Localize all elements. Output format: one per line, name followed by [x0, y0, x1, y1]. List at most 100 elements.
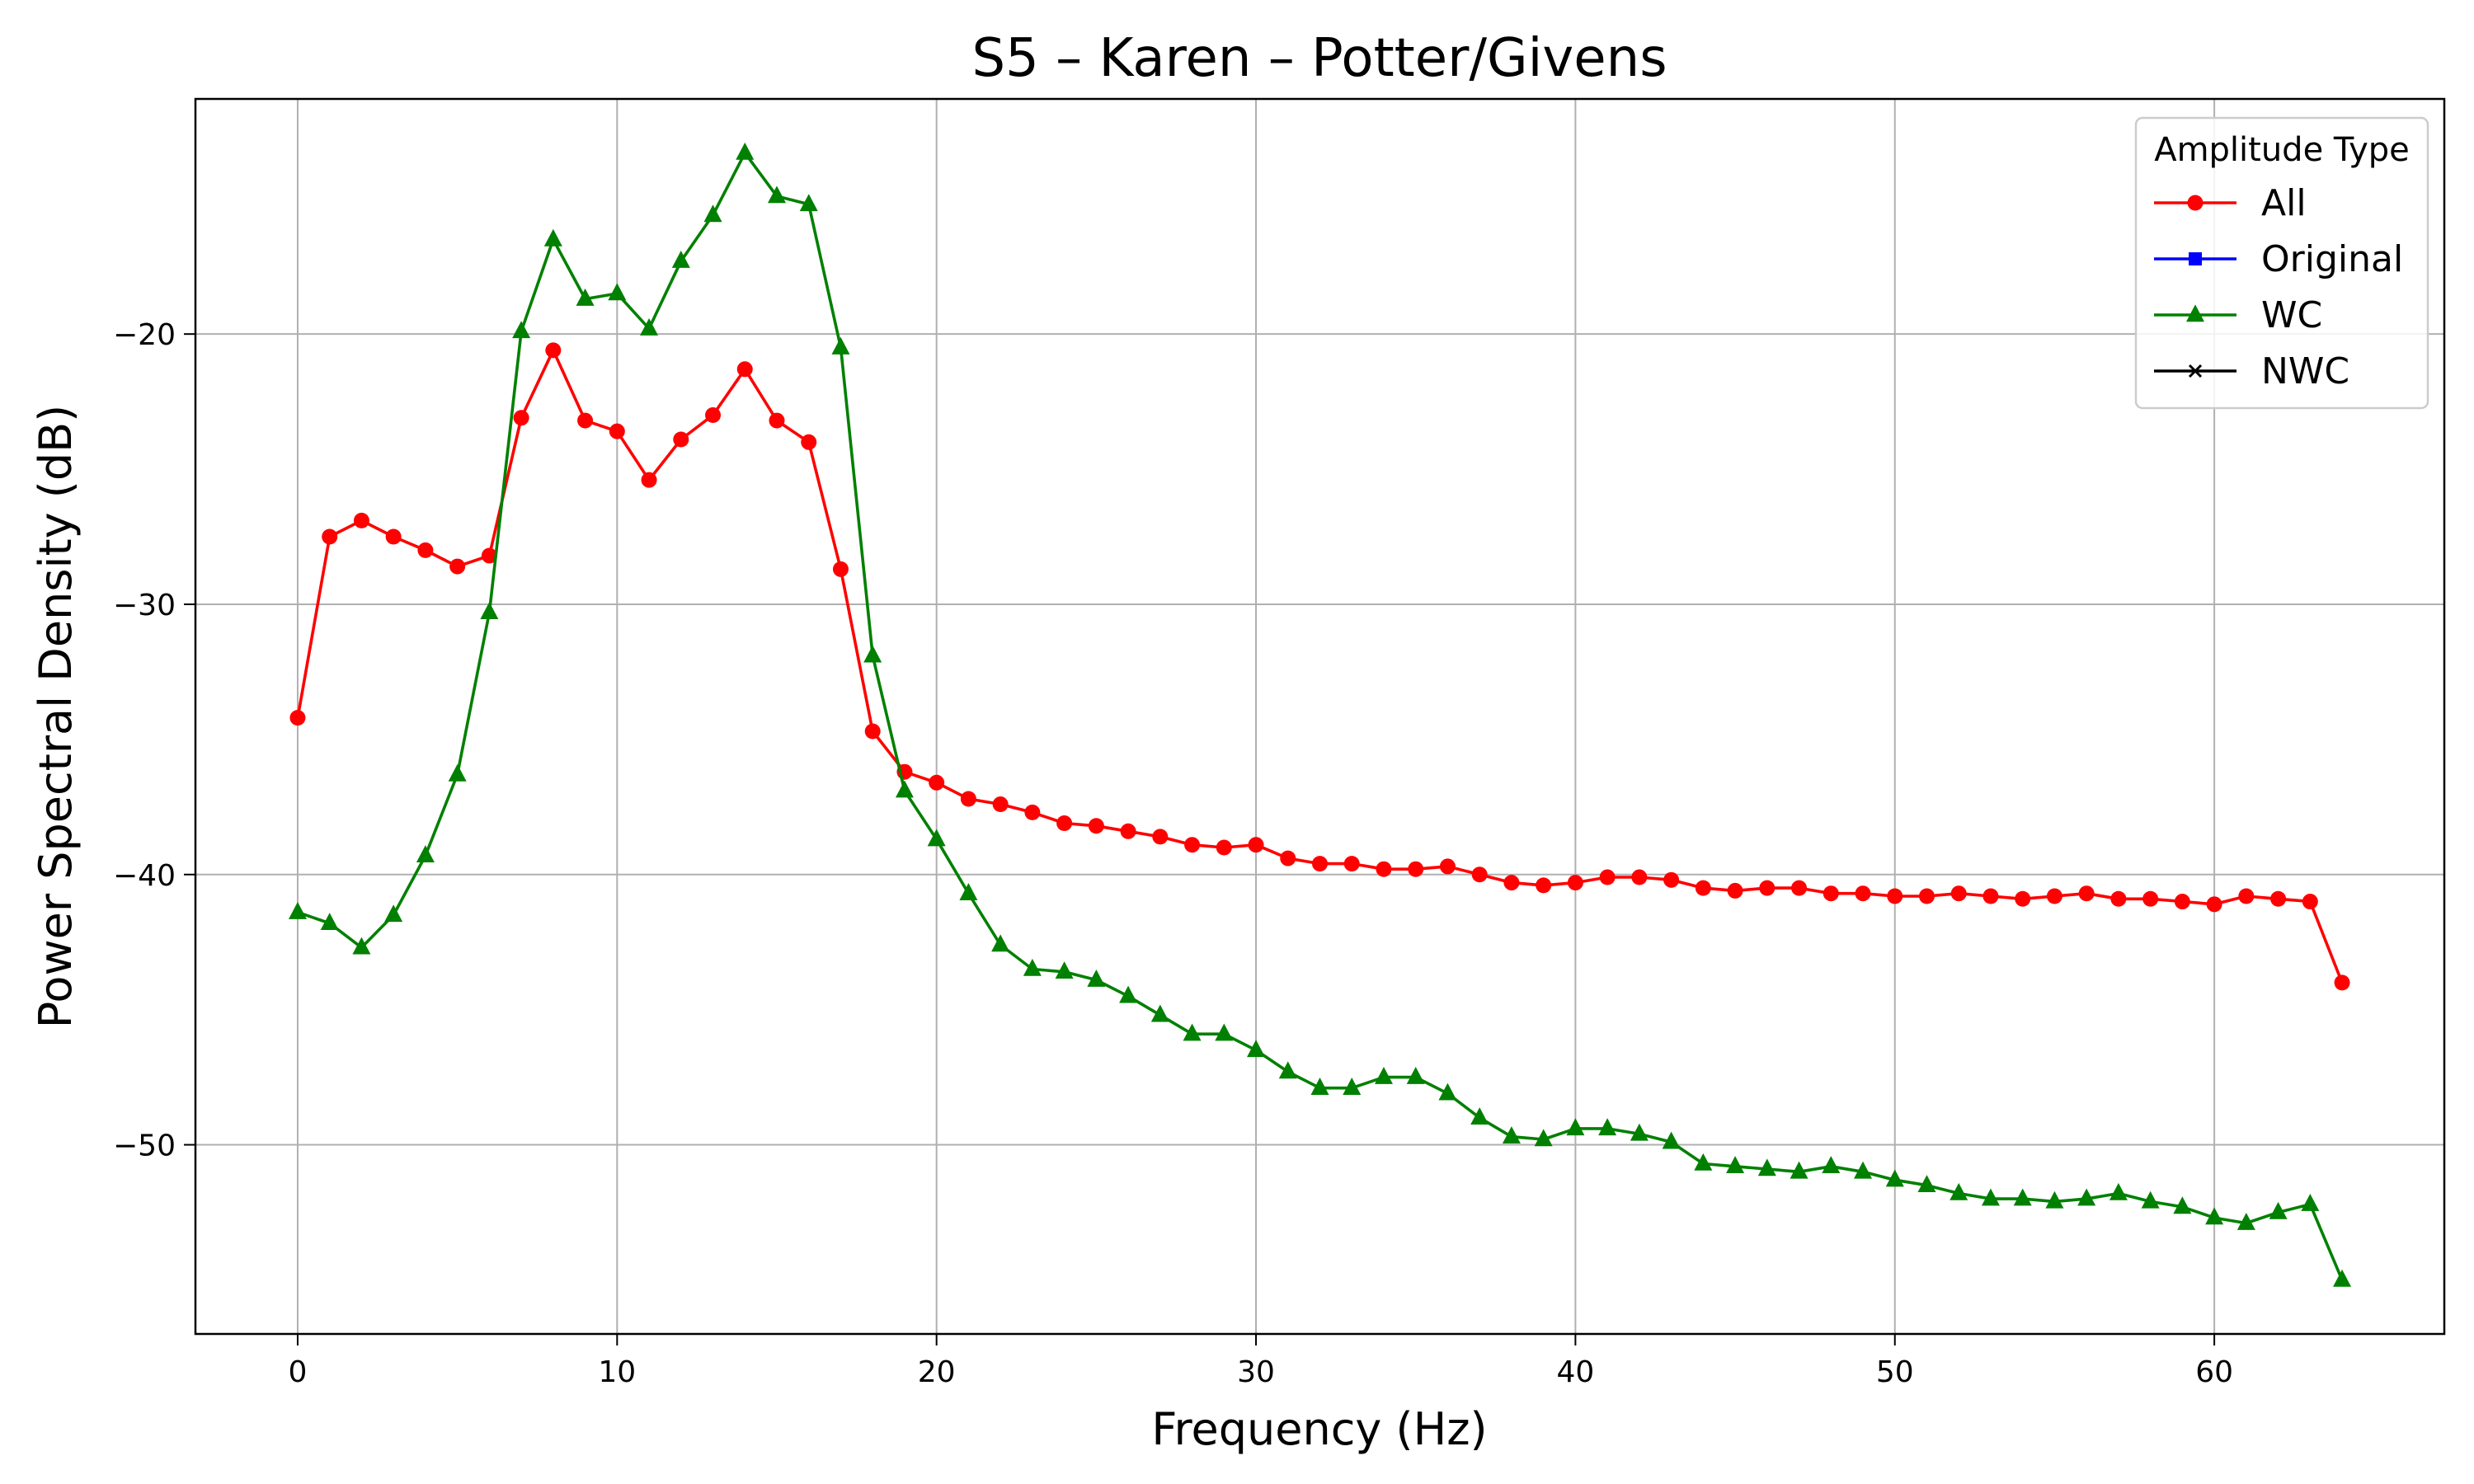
data-point-wc: [1374, 1066, 1393, 1084]
data-point-wc: [2077, 1188, 2096, 1206]
y-tick-label: −50: [113, 1129, 176, 1163]
data-point-all: [864, 723, 881, 740]
data-point-wc: [927, 829, 946, 847]
data-point-all: [1184, 837, 1201, 853]
data-point-wc: [831, 336, 850, 355]
data-point-all: [1056, 815, 1073, 831]
plot-series: [288, 142, 2352, 1287]
data-point-all: [769, 412, 785, 429]
x-tick-label: 60: [2195, 1355, 2233, 1389]
data-point-wc: [2205, 1207, 2224, 1225]
data-point-wc: [1726, 1156, 1745, 1174]
data-point-wc: [1087, 969, 1106, 987]
data-point-all: [1216, 839, 1232, 856]
data-point-all: [736, 361, 753, 378]
data-point-wc: [1822, 1156, 1841, 1174]
legend-marker-nwc: [2188, 364, 2203, 378]
data-point-all: [2110, 890, 2127, 907]
data-point-wc: [1406, 1066, 1425, 1084]
data-point-all: [1823, 885, 1839, 902]
data-point-all: [353, 512, 369, 528]
data-point-all: [481, 547, 497, 564]
grid-lines: [195, 99, 2444, 1334]
x-tick-label: 30: [1237, 1355, 1275, 1389]
data-point-wc: [2141, 1190, 2160, 1209]
data-point-all: [1567, 875, 1583, 891]
data-point-wc: [384, 904, 403, 923]
series-all: [289, 342, 2350, 991]
legend-marker-wc: [2186, 304, 2204, 322]
data-point-all: [1503, 875, 1520, 891]
data-point-wc: [1790, 1161, 1808, 1179]
data-point-all: [289, 710, 306, 726]
data-point-all: [1599, 869, 1616, 885]
data-point-all: [2206, 896, 2222, 913]
data-point-all: [1791, 880, 1808, 896]
plot-frame: [194, 97, 2446, 1336]
data-point-wc: [1343, 1078, 1362, 1095]
data-point-wc: [959, 883, 978, 900]
axis-ticks: 0 10 20 30 40 50 60 −20 −30 −40 −50: [113, 318, 2233, 1389]
legend-label-original: Original: [2261, 238, 2403, 280]
data-point-wc: [1310, 1078, 1329, 1095]
legend-title: Amplitude Type: [2154, 131, 2410, 169]
data-point-all: [2015, 890, 2031, 907]
data-point-wc: [2301, 1194, 2320, 1211]
series-wc: [288, 142, 2352, 1287]
data-point-all: [1152, 829, 1169, 845]
data-point-all: [577, 412, 594, 429]
data-point-all: [1887, 888, 1903, 904]
data-point-all: [992, 796, 1009, 813]
data-point-wc: [1757, 1158, 1776, 1176]
legend-label-nwc: NWC: [2261, 350, 2349, 392]
legend-entries: All Original WC NWC: [2154, 182, 2403, 392]
data-point-wc: [1150, 1004, 1169, 1022]
data-point-all: [1024, 804, 1041, 820]
data-point-wc: [416, 845, 435, 863]
data-point-all: [673, 431, 689, 448]
data-point-all: [1759, 880, 1776, 896]
data-point-wc: [512, 321, 531, 339]
data-point-wc: [703, 204, 722, 223]
x-tick-label: 40: [1556, 1355, 1594, 1389]
data-point-wc: [543, 228, 562, 247]
legend: Amplitude Type All Original WC NWC: [2134, 116, 2429, 410]
data-point-wc: [352, 937, 371, 955]
data-point-all: [2302, 894, 2318, 910]
x-marker-stroke: [2188, 364, 2203, 378]
data-point-all: [1376, 861, 1392, 877]
data-point-all: [545, 342, 562, 359]
data-point-all: [2078, 885, 2095, 902]
data-point-all: [2174, 894, 2190, 910]
data-point-all: [801, 434, 817, 450]
data-point-all: [1471, 866, 1488, 883]
data-point-wc: [1981, 1188, 2000, 1206]
legend-label-wc: WC: [2261, 294, 2322, 336]
data-point-wc: [2333, 1269, 2352, 1287]
x-tick-label: 0: [289, 1355, 308, 1389]
y-tick-label: −30: [113, 589, 176, 622]
data-point-wc: [1502, 1126, 1521, 1144]
data-point-all: [1695, 880, 1711, 896]
legend-label-all: All: [2261, 182, 2307, 224]
data-point-all: [322, 528, 338, 545]
legend-marker-all: [2187, 195, 2204, 211]
data-point-all: [1918, 888, 1935, 904]
data-point-all: [1088, 818, 1104, 834]
x-tick-label: 20: [918, 1355, 956, 1389]
data-point-all: [641, 472, 657, 488]
data-point-wc: [671, 251, 690, 268]
legend-entry-original: Original: [2154, 238, 2403, 280]
data-point-wc: [1438, 1082, 1457, 1101]
data-point-all: [1280, 850, 1296, 866]
data-point-wc: [480, 602, 499, 620]
data-point-wc: [2045, 1190, 2064, 1209]
data-point-wc: [895, 780, 914, 798]
data-point-wc: [991, 934, 1010, 952]
data-point-wc: [576, 288, 595, 306]
data-point-all: [609, 423, 625, 439]
data-point-wc: [767, 186, 786, 204]
data-point-wc: [1055, 961, 1074, 979]
